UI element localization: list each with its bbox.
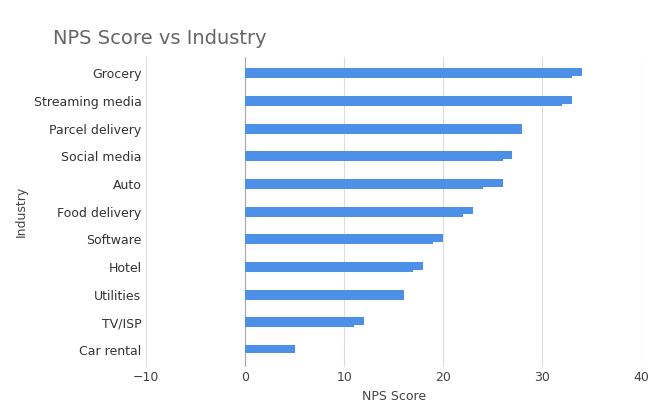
- Bar: [245, 96, 572, 104]
- Bar: [245, 181, 483, 189]
- Y-axis label: Industry: Industry: [15, 186, 28, 237]
- Bar: [245, 262, 424, 270]
- Bar: [245, 69, 582, 76]
- Bar: [245, 290, 404, 298]
- Bar: [245, 124, 523, 132]
- Bar: [245, 264, 414, 272]
- Bar: [245, 151, 513, 159]
- Bar: [245, 126, 523, 134]
- Bar: [245, 234, 443, 242]
- Bar: [245, 320, 354, 327]
- X-axis label: NPS Score: NPS Score: [362, 390, 426, 403]
- Bar: [245, 71, 572, 78]
- Bar: [245, 209, 463, 217]
- Bar: [245, 345, 295, 353]
- Bar: [245, 98, 562, 106]
- Text: NPS Score vs Industry: NPS Score vs Industry: [53, 29, 267, 48]
- Bar: [245, 207, 473, 214]
- Bar: [245, 237, 433, 245]
- Bar: [245, 292, 404, 300]
- Bar: [245, 317, 364, 325]
- Bar: [245, 179, 503, 187]
- Bar: [245, 153, 503, 161]
